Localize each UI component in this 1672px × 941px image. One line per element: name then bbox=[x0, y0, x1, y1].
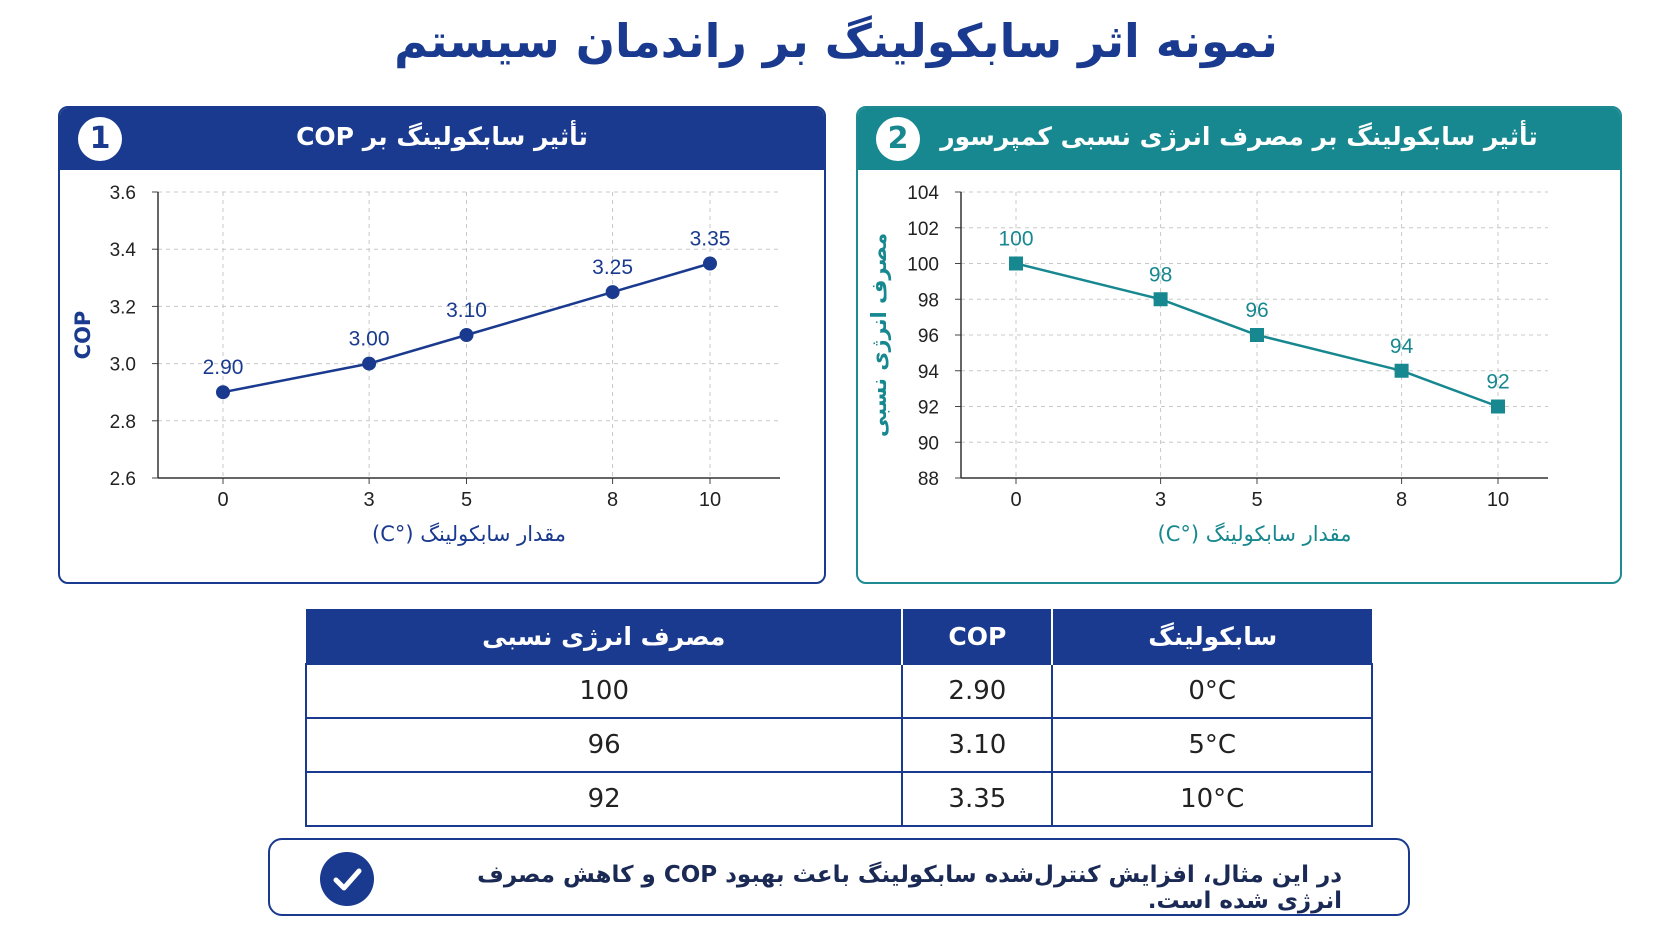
table-cell: 10°C bbox=[1051, 771, 1373, 827]
data-point bbox=[1394, 363, 1409, 378]
x-tick-label: 8 bbox=[1396, 489, 1407, 511]
summary-table: مصرف انرژی نسبی COP سابکولینگ 100 2.90 0… bbox=[304, 609, 1373, 827]
y-tick-label: 3.2 bbox=[110, 297, 136, 318]
y-tick-label: 88 bbox=[918, 469, 939, 490]
data-label: 2.90 bbox=[203, 356, 244, 379]
x-tick-label: 8 bbox=[607, 489, 618, 511]
data-point bbox=[1491, 399, 1505, 414]
cop-chart-panel: 1 تأثیر سابکولینگ بر COP 2.6 2.8 3.0 3.2 3.4… bbox=[58, 106, 826, 584]
energy-chart-header: 2 تأثیر سابکولینگ بر مصرف انرژی نسبی کمپ… bbox=[858, 108, 1620, 170]
data-label: 3.10 bbox=[446, 299, 487, 322]
table-row: 96 3.10 5°C bbox=[304, 717, 1373, 773]
table-cell: 0°C bbox=[1051, 663, 1373, 719]
data-label: 94 bbox=[1390, 335, 1414, 358]
data-point bbox=[1153, 292, 1168, 307]
data-point bbox=[216, 385, 230, 400]
table-cell: 5°C bbox=[1051, 717, 1373, 773]
x-axis-title: مقدار سابکولینگ (°C) bbox=[372, 522, 566, 546]
y-tick-label: 102 bbox=[907, 219, 939, 240]
column-header-cop: COP bbox=[901, 609, 1053, 664]
panel-number-badge: 2 bbox=[876, 117, 920, 161]
y-axis-title: COP bbox=[71, 311, 95, 360]
table-cell: 100 bbox=[304, 663, 904, 719]
page-title: نمونه اثر سابکولینگ بر راندمان سیستم bbox=[394, 14, 1278, 68]
cop-chart: 2.6 2.8 3.0 3.2 3.4 3.6 0 3 5 8 10 2.90 3.00 3.10 3.25… bbox=[71, 183, 780, 546]
x-tick-label: 3 bbox=[1155, 489, 1166, 511]
check-circle-icon bbox=[320, 852, 374, 906]
x-tick-label: 0 bbox=[217, 489, 228, 511]
y-tick-label: 3.0 bbox=[110, 355, 136, 376]
data-label: 100 bbox=[998, 228, 1033, 251]
table-cell: 92 bbox=[304, 771, 904, 827]
energy-chart-panel: 2 تأثیر سابکولینگ بر مصرف انرژی نسبی کمپ… bbox=[856, 106, 1622, 584]
table-cell: 3.10 bbox=[901, 717, 1054, 773]
data-point bbox=[1250, 328, 1264, 342]
data-point bbox=[703, 256, 717, 271]
y-tick-label: 100 bbox=[907, 255, 939, 276]
column-header-subcooling: سابکولینگ bbox=[1051, 609, 1372, 664]
y-tick-label: 3.4 bbox=[110, 240, 137, 261]
conclusion-note: در این مثال، افزایش کنترل‌شده سابکولینگ … bbox=[268, 838, 1410, 916]
y-axis-title: مصرف انرژی نسبی bbox=[867, 233, 891, 437]
x-tick-label: 10 bbox=[699, 489, 721, 511]
y-tick-label: 98 bbox=[918, 290, 939, 311]
table-row: 92 3.35 10°C bbox=[304, 771, 1373, 827]
cop-chart-title: تأثیر سابکولینگ بر COP bbox=[296, 122, 588, 151]
y-tick-label: 96 bbox=[918, 326, 939, 347]
data-label: 3.25 bbox=[592, 256, 633, 279]
data-point bbox=[1009, 256, 1023, 271]
data-label: 96 bbox=[1245, 299, 1268, 322]
table-row: 100 2.90 0°C bbox=[304, 663, 1373, 719]
x-axis-title: مقدار سابکولینگ (°C) bbox=[1158, 522, 1352, 546]
column-header-energy: مصرف انرژی نسبی bbox=[306, 609, 903, 664]
data-label: 3.35 bbox=[690, 228, 731, 251]
y-tick-label: 92 bbox=[918, 398, 939, 419]
panel-number-badge: 1 bbox=[78, 117, 122, 161]
cop-chart-header: 1 تأثیر سابکولینگ بر COP bbox=[60, 108, 824, 170]
y-tick-label: 94 bbox=[918, 362, 940, 383]
x-tick-label: 3 bbox=[364, 489, 375, 511]
y-tick-label: 2.6 bbox=[110, 469, 136, 490]
table-cell: 3.35 bbox=[901, 771, 1054, 827]
y-tick-label: 2.8 bbox=[110, 412, 136, 433]
x-tick-label: 0 bbox=[1010, 489, 1021, 511]
data-label: 98 bbox=[1149, 263, 1172, 286]
data-point bbox=[362, 356, 377, 371]
y-tick-label: 3.6 bbox=[110, 183, 136, 204]
x-tick-label: 5 bbox=[461, 489, 472, 511]
data-label: 92 bbox=[1486, 371, 1509, 394]
energy-chart-title: تأثیر سابکولینگ بر مصرف انرژی نسبی کمپرس… bbox=[940, 122, 1538, 151]
conclusion-text: در این مثال، افزایش کنترل‌شده سابکولینگ … bbox=[477, 862, 1342, 914]
data-label: 3.00 bbox=[349, 328, 390, 351]
x-tick-label: 5 bbox=[1251, 489, 1262, 511]
table-cell: 96 bbox=[304, 717, 904, 773]
y-tick-label: 90 bbox=[918, 433, 939, 454]
x-tick-label: 10 bbox=[1487, 489, 1509, 511]
table-header-row: مصرف انرژی نسبی COP سابکولینگ bbox=[306, 609, 1372, 664]
data-point bbox=[605, 285, 620, 300]
energy-chart: 88 90 92 94 96 98 100 102 104 0 3 5 8 10 100 98 96 94 92 مق… bbox=[867, 183, 1548, 546]
data-point bbox=[459, 328, 474, 342]
y-tick-label: 104 bbox=[907, 183, 939, 204]
table-cell: 2.90 bbox=[901, 663, 1054, 719]
